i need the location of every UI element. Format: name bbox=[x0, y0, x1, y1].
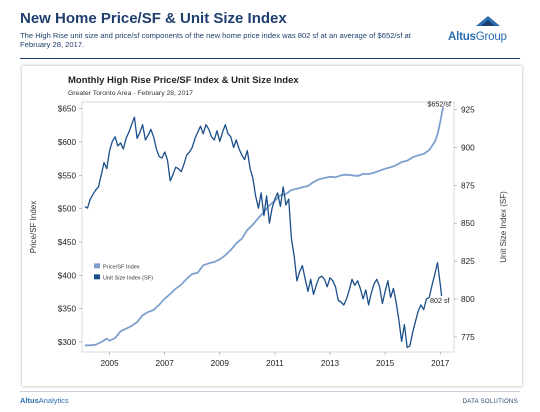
y-right-tick-label: 850 bbox=[461, 219, 475, 228]
y-right-tick-label: 775 bbox=[461, 333, 475, 342]
y-left-tick-label: $400 bbox=[58, 271, 77, 280]
x-tick-label: 2015 bbox=[376, 359, 395, 368]
y-left-tick-label: $350 bbox=[58, 305, 77, 314]
x-tick-label: 2017 bbox=[431, 359, 450, 368]
plot-frame bbox=[81, 101, 455, 353]
y-right-tick-label: 900 bbox=[461, 143, 475, 152]
chart-legend: Price/SF Index Unit Size Index (SF) bbox=[94, 263, 153, 281]
legend-swatch-price-sf bbox=[94, 263, 100, 269]
y-right-axis-title: Unit Size Index (SF) bbox=[499, 191, 508, 263]
x-tick-label: 2011 bbox=[266, 359, 284, 368]
series-line-unit-size bbox=[84, 116, 443, 349]
legend-label-unit-size: Unit Size Index (SF) bbox=[103, 275, 153, 281]
logo-text: AltusGroup bbox=[448, 31, 507, 43]
footer-divider bbox=[20, 391, 520, 392]
x-tick-label: 2009 bbox=[211, 359, 230, 368]
y-right-tick-label: 925 bbox=[461, 106, 475, 115]
annotation-price-end: $652/sf bbox=[427, 99, 451, 108]
chart-title: Monthly High Rise Price/SF Index & Unit … bbox=[68, 75, 299, 86]
y-left-axis-title: Price/SF Index bbox=[29, 201, 38, 253]
x-tick-label: 2013 bbox=[321, 359, 340, 368]
footer-tagline: DATA SOLUTIONS bbox=[462, 399, 518, 405]
y-right-tick-label: 800 bbox=[461, 295, 475, 304]
y-left-tick-label: $650 bbox=[58, 105, 77, 114]
altus-group-logo: AltusGroup bbox=[448, 14, 526, 48]
y-left-tick-label: $300 bbox=[58, 338, 77, 347]
header-divider bbox=[20, 58, 520, 59]
page-subtitle: The High Rise unit size and price/sf com… bbox=[20, 31, 411, 49]
logo-roof-icon bbox=[476, 16, 500, 26]
x-tick-label: 2005 bbox=[100, 359, 119, 368]
y-left-tick-label: $550 bbox=[58, 171, 77, 180]
legend-label-price-sf: Price/SF Index bbox=[103, 264, 140, 270]
y-right-tick-label: 825 bbox=[461, 257, 475, 266]
chart-grid bbox=[81, 101, 455, 353]
page-title: New Home Price/SF & Unit Size Index bbox=[20, 10, 287, 27]
annotation-size-end: 802 sf bbox=[430, 296, 450, 305]
y-left-tick-label: $450 bbox=[58, 238, 77, 247]
chart-annotations: $652/sf 802 sf bbox=[427, 99, 451, 305]
chart: Monthly High Rise Price/SF Index & Unit … bbox=[29, 75, 508, 368]
chart-plot bbox=[84, 107, 444, 349]
y-left-tick-label: $600 bbox=[58, 138, 77, 147]
chart-subtitle: Greater Toronto Area - February 28, 2017 bbox=[68, 90, 193, 97]
chart-panel: Monthly High Rise Price/SF Index & Unit … bbox=[22, 66, 522, 386]
x-tick-label: 2007 bbox=[156, 359, 175, 368]
y-right-tick-label: 875 bbox=[461, 181, 475, 190]
footer-brand: AltusAnalytics bbox=[20, 396, 69, 405]
series-line-price-sf bbox=[84, 107, 444, 347]
legend-swatch-unit-size bbox=[94, 274, 100, 280]
y-left-tick-label: $500 bbox=[58, 205, 77, 214]
chart-axes: $300 $350 $400 $450 $500 $550 $600 $650 775 800 82… bbox=[29, 105, 508, 368]
